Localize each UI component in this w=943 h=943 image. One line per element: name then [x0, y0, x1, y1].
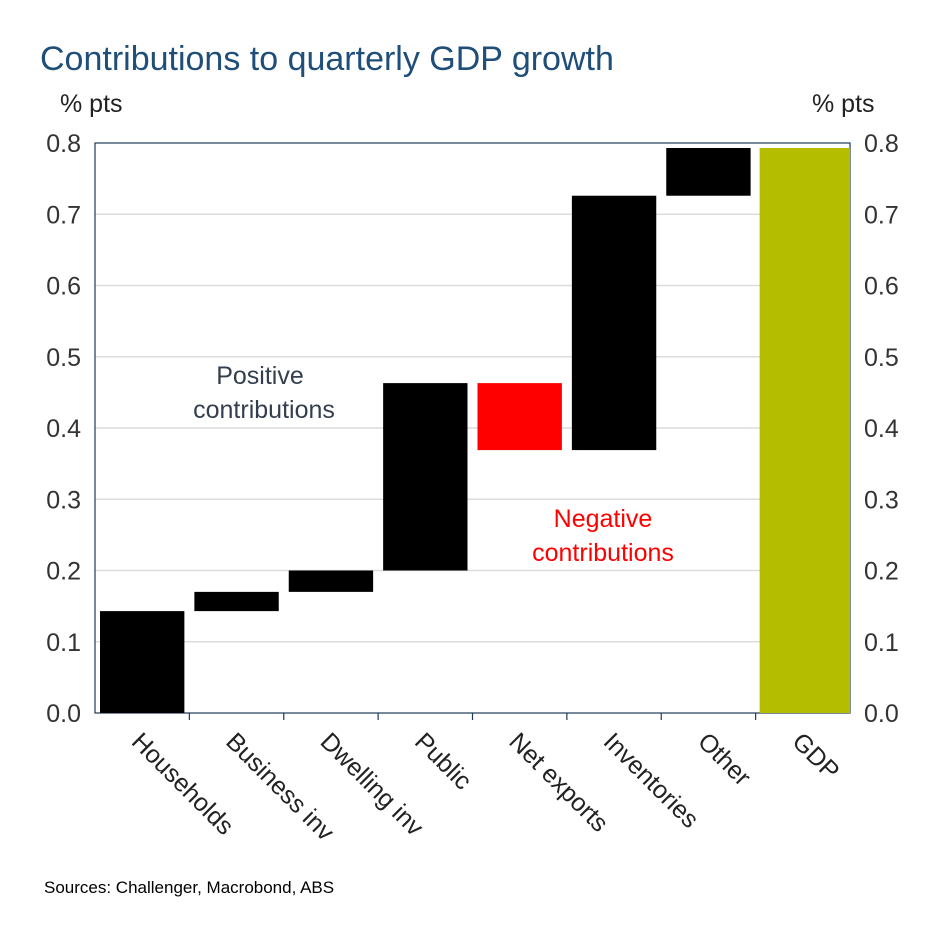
y-tick-left: 0.7: [46, 201, 81, 229]
x-label: Public: [409, 727, 477, 795]
y-tick-right: 0.0: [864, 700, 899, 728]
y-tick-right: 0.7: [864, 201, 899, 229]
bar-dwelling-inv: [288, 570, 374, 592]
y-tick-left: 0.6: [46, 273, 81, 301]
y-tick-right: 0.5: [864, 344, 899, 372]
chart-title: Contributions to quarterly GDP growth: [40, 40, 614, 78]
y-tick-right: 0.1: [864, 629, 899, 657]
bar-inventories: [571, 195, 657, 451]
y-tick-right: 0.6: [864, 273, 899, 301]
y-tick-left: 0.3: [46, 486, 81, 514]
x-label: GDP: [787, 727, 845, 785]
y-tick-left: 0.2: [46, 558, 81, 586]
positive-annotation: contributions: [193, 396, 335, 424]
bar-business-inv: [194, 591, 279, 612]
y-tick-right: 0.8: [864, 130, 899, 158]
x-label: Other: [692, 727, 756, 791]
x-label: Inventories: [598, 727, 704, 833]
y-tick-left: 0.8: [46, 130, 81, 158]
bar-net-exports: [477, 383, 562, 451]
bar-gdp: [759, 147, 850, 714]
right-axis-unit: % pts: [812, 90, 875, 118]
y-tick-left: 0.0: [46, 700, 81, 728]
x-label: Net exports: [503, 727, 613, 837]
y-tick-left: 0.5: [46, 344, 81, 372]
y-tick-right: 0.3: [864, 486, 899, 514]
bar-public: [383, 383, 468, 571]
y-tick-left: 0.1: [46, 629, 81, 657]
y-tick-right: 0.4: [864, 415, 899, 443]
positive-annotation: Positive: [216, 362, 304, 390]
y-tick-right: 0.2: [864, 558, 899, 586]
left-axis-unit: % pts: [60, 90, 123, 118]
bar-other: [666, 147, 751, 196]
bar-households: [100, 611, 185, 713]
negative-annotation: contributions: [532, 539, 674, 567]
y-tick-left: 0.4: [46, 415, 81, 443]
negative-annotation: Negative: [554, 505, 653, 533]
source-note: Sources: Challenger, Macrobond, ABS: [44, 878, 335, 897]
